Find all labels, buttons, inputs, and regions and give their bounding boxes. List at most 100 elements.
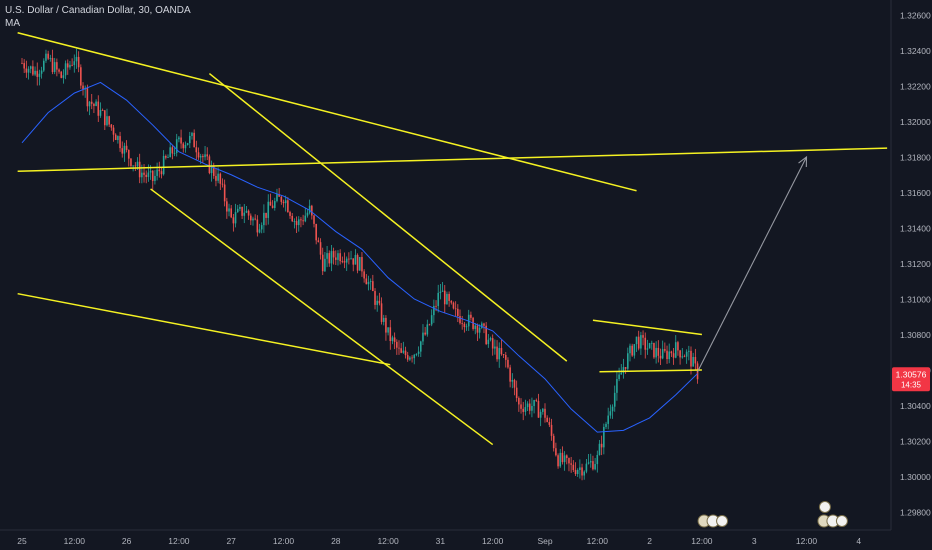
candle-body bbox=[587, 462, 590, 464]
candle-body bbox=[110, 124, 113, 128]
candle-body bbox=[533, 400, 535, 406]
candle-body bbox=[62, 75, 65, 78]
candle-body bbox=[683, 356, 686, 358]
candle-body bbox=[622, 367, 625, 373]
candle-body bbox=[356, 254, 359, 271]
trendline[interactable] bbox=[208, 72, 568, 362]
candle-body bbox=[430, 315, 433, 325]
time-tick-label: 26 bbox=[122, 536, 132, 546]
candle-body bbox=[363, 271, 365, 279]
candle-body bbox=[518, 398, 520, 405]
candle-body bbox=[348, 258, 350, 260]
candle-body bbox=[542, 408, 544, 412]
candle-body bbox=[435, 305, 437, 307]
candle-body bbox=[552, 435, 555, 449]
trendline[interactable] bbox=[17, 147, 888, 172]
ma-line[interactable] bbox=[21, 81, 698, 433]
candle-body bbox=[204, 154, 206, 158]
candle-body bbox=[378, 300, 381, 304]
candle-body bbox=[387, 327, 389, 333]
symbol-title[interactable]: U.S. Dollar / Canadian Dollar, 30, OANDA bbox=[5, 5, 191, 16]
candle-body bbox=[330, 251, 333, 264]
candle-body bbox=[446, 293, 448, 305]
arrow-line[interactable] bbox=[697, 156, 807, 373]
economic-event-marker[interactable] bbox=[697, 514, 729, 528]
economic-event-marker[interactable] bbox=[817, 514, 848, 528]
current-price-label: 1.30576 bbox=[896, 369, 927, 379]
candle-body bbox=[664, 349, 666, 351]
candle-body bbox=[559, 452, 562, 467]
candle-body bbox=[191, 132, 193, 136]
indicator-label[interactable]: MA bbox=[5, 18, 20, 29]
candle-body bbox=[629, 345, 631, 354]
candle-body bbox=[197, 152, 200, 158]
candle-body bbox=[528, 403, 531, 411]
price-tick-label: 1.31600 bbox=[900, 188, 931, 198]
candle-body bbox=[245, 210, 248, 213]
candle-body bbox=[134, 165, 137, 167]
candle-body bbox=[34, 70, 36, 75]
candle-body bbox=[263, 212, 265, 226]
candle-body bbox=[88, 101, 91, 107]
candle-body bbox=[38, 73, 41, 77]
candle-body bbox=[637, 336, 640, 349]
price-tick-label: 1.30800 bbox=[900, 330, 931, 340]
candle-body bbox=[121, 148, 124, 154]
candle-body bbox=[396, 341, 398, 348]
candle-body bbox=[117, 136, 119, 141]
candle-body bbox=[267, 201, 270, 218]
candle-body bbox=[485, 325, 487, 345]
candle-body bbox=[132, 165, 134, 167]
candle-body bbox=[202, 155, 204, 158]
candle-body bbox=[273, 201, 276, 208]
candle-body bbox=[69, 64, 71, 68]
candle-body bbox=[162, 155, 165, 175]
trendline[interactable] bbox=[599, 369, 702, 373]
candle-body bbox=[42, 60, 45, 71]
candle-body bbox=[376, 300, 379, 305]
candle-body bbox=[232, 217, 235, 224]
price-tick-label: 1.30400 bbox=[900, 401, 931, 411]
candle-body bbox=[635, 336, 638, 345]
candle-body bbox=[679, 350, 681, 358]
candle-body bbox=[544, 408, 546, 418]
candle-body bbox=[494, 346, 496, 349]
candle-body bbox=[402, 350, 405, 353]
candle-body bbox=[491, 338, 494, 349]
candle-body bbox=[51, 57, 54, 73]
candle-body bbox=[474, 325, 477, 329]
trendline[interactable] bbox=[592, 319, 702, 336]
candle-body bbox=[289, 212, 291, 216]
candle-body bbox=[82, 85, 84, 90]
candle-body bbox=[302, 220, 304, 222]
candle-body bbox=[437, 292, 440, 307]
trendline[interactable] bbox=[17, 292, 391, 366]
economic-event-marker[interactable] bbox=[818, 501, 831, 513]
trendline[interactable] bbox=[17, 32, 637, 192]
candle-body bbox=[236, 208, 239, 213]
candle-body bbox=[620, 372, 623, 375]
time-axis: 25 12:00 26 12:00 27 12:00 28 12:00 31 12:00 Sep 12… bbox=[17, 536, 861, 546]
candle-body bbox=[95, 101, 97, 107]
candle-body bbox=[217, 173, 219, 181]
candle-body bbox=[655, 347, 657, 358]
candle-body bbox=[160, 171, 163, 175]
candle-body bbox=[419, 341, 422, 352]
candle-body bbox=[280, 196, 283, 202]
candle-body bbox=[557, 455, 559, 467]
candle-body bbox=[627, 353, 629, 369]
candle-body bbox=[25, 68, 28, 73]
candle-body bbox=[180, 137, 182, 144]
price-tick-label: 1.32600 bbox=[900, 11, 931, 21]
candle-body bbox=[594, 464, 596, 470]
candle-body bbox=[295, 221, 298, 226]
price-tick-label: 1.32400 bbox=[900, 46, 931, 56]
candle-body bbox=[600, 443, 603, 448]
candle-body bbox=[522, 408, 525, 412]
candle-body bbox=[247, 210, 250, 216]
candle-body bbox=[605, 423, 607, 427]
candle-body bbox=[611, 406, 614, 412]
candle-body bbox=[598, 443, 601, 455]
trendline[interactable] bbox=[150, 188, 494, 446]
